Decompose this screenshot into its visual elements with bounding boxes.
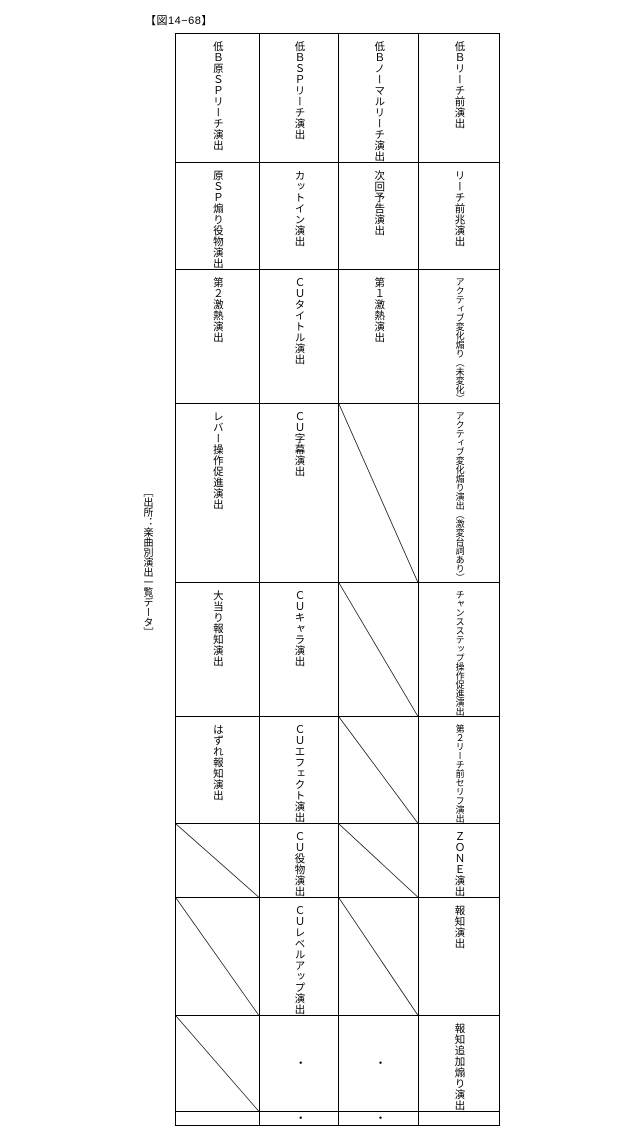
cell-r7-col3: ＣＵレベルアップ演出 [258, 897, 340, 1016]
ellipsis-dot: ・ [373, 1112, 386, 1125]
cell-label: アクティブ変化煽り演出（激変台詞あり） [454, 411, 465, 582]
table-row: 原ＳＰ煽り役物演出 カットイン演出 次回予告演出 リーチ前兆演出 [175, 162, 501, 270]
cell-r5-col3: ＣＵエフェクト演出 [258, 716, 340, 824]
header-label-col1: 低Ｂリーチ前演出 [453, 41, 466, 129]
cell-label: ＺＯＮＥ演出 [453, 831, 466, 897]
ellipsis-dot: ・ [293, 1057, 306, 1070]
empty-cell-slash [339, 824, 418, 897]
cell-label: 第２激熱演出 [211, 277, 224, 343]
cell-r8-col2: ・ [338, 1015, 419, 1112]
ellipsis-dot: ・ [373, 1057, 386, 1070]
cell-label: 第１激熱演出 [373, 277, 386, 343]
cell-r7-col1: 報知演出 [417, 897, 501, 1016]
cell-r4-col3: ＣＵキャラ演出 [258, 582, 340, 717]
cell-r5-col2 [338, 716, 419, 824]
cell-label: カットイン演出 [293, 170, 306, 247]
empty-cell-slash [176, 824, 259, 897]
table-header-row: 低Ｂ原ＳＰリーチ演出 低ＢＳＰリーチ演出 低Ｂノーマルリーチ演出 低Ｂリーチ前演… [175, 33, 501, 163]
cell-r1-col3: カットイン演出 [258, 162, 340, 270]
cell-r5-col4: はずれ報知演出 [175, 716, 260, 824]
cell-label: ＣＵエフェクト演出 [293, 724, 306, 823]
cell-label: はずれ報知演出 [211, 724, 224, 801]
table-row: ・ ・ 報知追加煽り演出 [175, 1015, 501, 1112]
cell-r1-col1: リーチ前兆演出 [417, 162, 501, 270]
header-cell-col1: 低Ｂリーチ前演出 [417, 33, 501, 163]
table-row: はずれ報知演出 ＣＵエフェクト演出 第２リーチ前セリフ演出 [175, 716, 501, 824]
cell-label: チャンスステップ操作促進演出 [454, 590, 465, 716]
table-row: レバー操作促進演出 ＣＵ字幕演出 アクティブ変化煽り演出（激変台詞あり） [175, 403, 501, 583]
cell-r1-col4: 原ＳＰ煽り役物演出 [175, 162, 260, 270]
cell-r2-col1: アクティブ変化煽り（未変化） [417, 269, 501, 404]
empty-cell-slash [339, 898, 418, 1015]
cell-r2-col3: ＣＵタイトル演出 [258, 269, 340, 404]
cell-r9-col1 [417, 1111, 501, 1126]
figure-source-caption: ［出所：楽曲別演出一覧データ］ [141, 487, 152, 637]
table-row: ・ ・ [175, 1111, 501, 1126]
empty-cell-slash [339, 583, 418, 716]
cell-label: ＣＵキャラ演出 [293, 590, 306, 667]
cell-r8-col4 [175, 1015, 260, 1112]
empty-cell-slash [339, 404, 418, 582]
cell-r8-col1: 報知追加煽り演出 [417, 1015, 501, 1112]
cell-r3-col4: レバー操作促進演出 [175, 403, 260, 583]
empty-cell-slash [176, 898, 259, 1015]
cell-r9-col4 [175, 1111, 260, 1126]
empty-cell-slash [339, 717, 418, 823]
cell-r4-col1: チャンスステップ操作促進演出 [417, 582, 501, 717]
cell-r3-col2 [338, 403, 419, 583]
cell-r2-col4: 第２激熱演出 [175, 269, 260, 404]
cell-r3-col3: ＣＵ字幕演出 [258, 403, 340, 583]
header-label-col2: 低Ｂノーマルリーチ演出 [373, 41, 386, 162]
performance-table: 低Ｂ原ＳＰリーチ演出 低ＢＳＰリーチ演出 低Ｂノーマルリーチ演出 低Ｂリーチ前演… [175, 33, 501, 1126]
header-cell-col4: 低Ｂ原ＳＰリーチ演出 [175, 33, 260, 163]
cell-label: 報知演出 [453, 905, 466, 949]
empty-cell-slash [176, 1016, 259, 1111]
cell-r3-col1: アクティブ変化煽り演出（激変台詞あり） [417, 403, 501, 583]
cell-r4-col2 [338, 582, 419, 717]
cell-r6-col3: ＣＵ役物演出 [258, 823, 340, 898]
cell-r2-col2: 第１激熱演出 [338, 269, 419, 404]
cell-r7-col2 [338, 897, 419, 1016]
cell-label: 次回予告演出 [373, 170, 386, 236]
cell-r7-col4 [175, 897, 260, 1016]
table-row: ＣＵ役物演出 ＺＯＮＥ演出 [175, 823, 501, 898]
cell-r6-col1: ＺＯＮＥ演出 [417, 823, 501, 898]
table-row: 第２激熱演出 ＣＵタイトル演出 第１激熱演出 アクティブ変化煽り（未変化） [175, 269, 501, 404]
cell-label: ＣＵレベルアップ演出 [293, 905, 306, 1015]
ellipsis-dot: ・ [293, 1112, 306, 1125]
figure-label: 【図14−68】 [145, 15, 213, 27]
header-cell-col2: 低Ｂノーマルリーチ演出 [338, 33, 419, 163]
cell-r6-col4 [175, 823, 260, 898]
cell-label: ＣＵ字幕演出 [293, 411, 306, 477]
cell-label: ＣＵタイトル演出 [293, 277, 306, 365]
header-cell-col3: 低ＢＳＰリーチ演出 [258, 33, 340, 163]
cell-r8-col3: ・ [258, 1015, 340, 1112]
cell-label: 大当り報知演出 [211, 590, 224, 667]
table-row: ＣＵレベルアップ演出 報知演出 [175, 897, 501, 1016]
cell-label: ＣＵ役物演出 [293, 831, 306, 897]
header-label-col3: 低ＢＳＰリーチ演出 [293, 41, 306, 140]
cell-r9-col3: ・ [258, 1111, 340, 1126]
header-label-col4: 低Ｂ原ＳＰリーチ演出 [211, 41, 224, 151]
cell-r9-col2: ・ [338, 1111, 419, 1126]
cell-r4-col4: 大当り報知演出 [175, 582, 260, 717]
cell-label: 第２リーチ前セリフ演出 [454, 724, 465, 823]
cell-r5-col1: 第２リーチ前セリフ演出 [417, 716, 501, 824]
cell-label: レバー操作促進演出 [211, 411, 224, 510]
cell-r6-col2 [338, 823, 419, 898]
cell-label: アクティブ変化煽り（未変化） [454, 277, 465, 403]
cell-label: 報知追加煽り演出 [453, 1023, 466, 1111]
vertical-table-wrapper: 低Ｂ原ＳＰリーチ演出 低ＢＳＰリーチ演出 低Ｂノーマルリーチ演出 低Ｂリーチ前演… [175, 33, 501, 1126]
cell-label: 原ＳＰ煽り役物演出 [211, 170, 224, 269]
table-row: 大当り報知演出 ＣＵキャラ演出 チャンスステップ操作促進演出 [175, 582, 501, 717]
cell-label: リーチ前兆演出 [453, 170, 466, 247]
cell-r1-col2: 次回予告演出 [338, 162, 419, 270]
